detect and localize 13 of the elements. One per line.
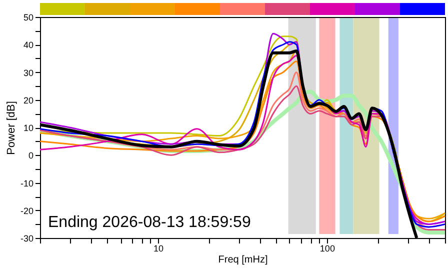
y-tick-label: -30: [20, 234, 34, 244]
y-tick-label: -20: [20, 206, 34, 216]
y-tick-label: 50: [23, 12, 34, 22]
y-tick-label: 10: [23, 123, 34, 133]
y-tick-label: 0: [28, 150, 34, 161]
y-tick-label: 30: [23, 68, 34, 78]
x-axis-title: Freq [mHz]: [218, 254, 268, 266]
annotation: Ending 2026-08-13 18:59:59: [48, 214, 251, 231]
y-tick-label: 40: [23, 40, 34, 50]
x-tick-label: 100: [320, 244, 335, 254]
y-axis-title: Power [dB]: [5, 101, 18, 155]
y-tick-label: -10: [20, 178, 34, 188]
y-tick-label: 20: [23, 95, 34, 106]
